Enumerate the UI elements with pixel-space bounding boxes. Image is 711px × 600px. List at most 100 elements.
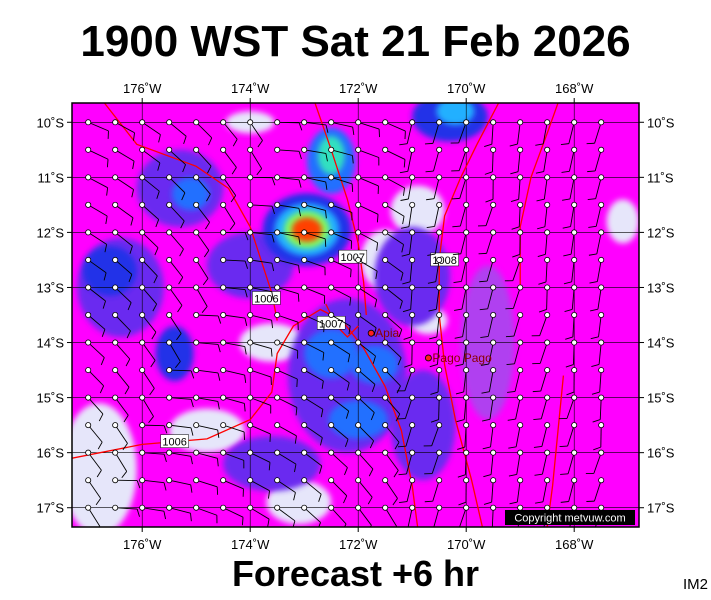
wind-barb bbox=[85, 174, 109, 196]
wind-barb bbox=[112, 477, 141, 489]
isobar-value: 1007 bbox=[319, 318, 343, 330]
wind-barb bbox=[166, 504, 192, 522]
wind-barb bbox=[247, 504, 270, 527]
wind-barb bbox=[301, 367, 324, 389]
wind-barb bbox=[424, 449, 443, 475]
rain-intensity-area bbox=[436, 103, 475, 126]
wind-barb bbox=[85, 284, 106, 309]
rain-intensity-area bbox=[317, 136, 345, 175]
wind-barb bbox=[220, 174, 237, 203]
wind-barb bbox=[423, 422, 443, 447]
wind-barb bbox=[564, 284, 578, 312]
isobar-line bbox=[546, 375, 565, 527]
wind-barb bbox=[85, 119, 109, 139]
wind-barb bbox=[328, 477, 348, 504]
wind-barb bbox=[563, 229, 578, 257]
wind-barb bbox=[480, 311, 497, 338]
copyright-box: Copyright metvuw.com bbox=[505, 510, 635, 525]
wind-barb bbox=[274, 311, 299, 331]
rain-intensity-area bbox=[82, 246, 137, 296]
wind-barb bbox=[166, 422, 194, 436]
wind-barb bbox=[112, 229, 133, 254]
wind-barb bbox=[479, 256, 497, 283]
wind-barb bbox=[355, 119, 380, 138]
dry-area bbox=[606, 199, 639, 244]
wind-barb bbox=[166, 146, 186, 173]
wind-barb bbox=[247, 477, 270, 499]
wind-barb bbox=[562, 201, 578, 229]
wind-barb bbox=[397, 394, 416, 420]
wind-barb bbox=[457, 422, 470, 450]
wind-barb bbox=[166, 394, 194, 408]
wind-barb bbox=[355, 201, 379, 223]
wind-barb bbox=[382, 477, 398, 506]
wind-barb bbox=[355, 477, 373, 505]
lat-tick-label-left: 15˚S bbox=[37, 391, 65, 406]
wind-barb bbox=[538, 256, 551, 285]
wind-barb bbox=[399, 146, 416, 174]
wind-barb bbox=[534, 449, 551, 476]
wind-barb bbox=[139, 229, 159, 256]
wind-barb bbox=[328, 256, 352, 278]
isobar-line bbox=[314, 103, 367, 316]
wind-barb bbox=[139, 119, 161, 143]
wind-barb bbox=[139, 174, 160, 199]
wind-barb bbox=[193, 311, 222, 324]
wind-barb bbox=[355, 311, 377, 336]
wind-barb bbox=[301, 174, 328, 190]
wind-barb bbox=[403, 311, 416, 340]
wind-barb bbox=[85, 146, 109, 168]
wind-barb bbox=[220, 284, 248, 298]
wind-barb bbox=[537, 201, 551, 230]
wind-barb bbox=[404, 339, 416, 368]
wind-barb bbox=[247, 229, 275, 243]
wind-barb bbox=[85, 339, 105, 366]
lat-tick-label-left: 14˚S bbox=[37, 336, 65, 351]
wind-barb bbox=[532, 339, 551, 365]
wind-barb bbox=[328, 284, 352, 306]
wind-barb bbox=[220, 229, 249, 241]
wind-barb bbox=[586, 119, 605, 145]
wind-barb bbox=[560, 449, 578, 475]
wind-barb bbox=[247, 174, 276, 186]
lat-tick-label-right: 16˚S bbox=[647, 446, 675, 461]
wind-barb bbox=[565, 339, 578, 368]
wind-barb bbox=[301, 201, 327, 219]
lon-tick-label-top: 168˚W bbox=[555, 81, 594, 96]
wind-barb bbox=[328, 449, 348, 476]
wind-barb bbox=[458, 477, 470, 506]
wind-barb bbox=[506, 339, 524, 366]
isobar-label: 1006 bbox=[252, 291, 281, 305]
wind-barb bbox=[247, 119, 263, 148]
wind-barb bbox=[247, 146, 263, 176]
wind-barb bbox=[426, 174, 443, 201]
wind-barb bbox=[193, 339, 221, 353]
wind-barb bbox=[535, 477, 551, 504]
wind-barb bbox=[85, 367, 105, 394]
wind-barb bbox=[508, 449, 524, 477]
wind-barb bbox=[592, 394, 605, 423]
wind-barb bbox=[507, 367, 524, 393]
wind-barb bbox=[511, 201, 524, 230]
wind-barb bbox=[454, 284, 470, 311]
wind-barb bbox=[532, 367, 551, 393]
rain-intensity-area bbox=[291, 217, 323, 242]
wind-barb bbox=[429, 339, 443, 368]
wind-barb bbox=[453, 256, 470, 284]
wind-barb bbox=[139, 504, 167, 520]
wind-barb bbox=[274, 256, 300, 274]
wind-barb bbox=[586, 477, 605, 502]
wind-barb bbox=[328, 201, 353, 221]
wind-barb bbox=[355, 339, 376, 364]
rain-intensity-area bbox=[350, 345, 399, 384]
lat-tick-label-right: 11˚S bbox=[647, 170, 674, 185]
wind-barb bbox=[274, 422, 297, 444]
wind-barb bbox=[112, 449, 128, 479]
wind-barb bbox=[382, 119, 406, 140]
wind-barb bbox=[355, 284, 378, 308]
wind-barb bbox=[193, 284, 208, 314]
wind-barb bbox=[274, 394, 298, 416]
isobar-value: 1008 bbox=[432, 255, 456, 267]
wind-barb bbox=[459, 504, 470, 527]
product-code: IM2 bbox=[682, 576, 708, 593]
